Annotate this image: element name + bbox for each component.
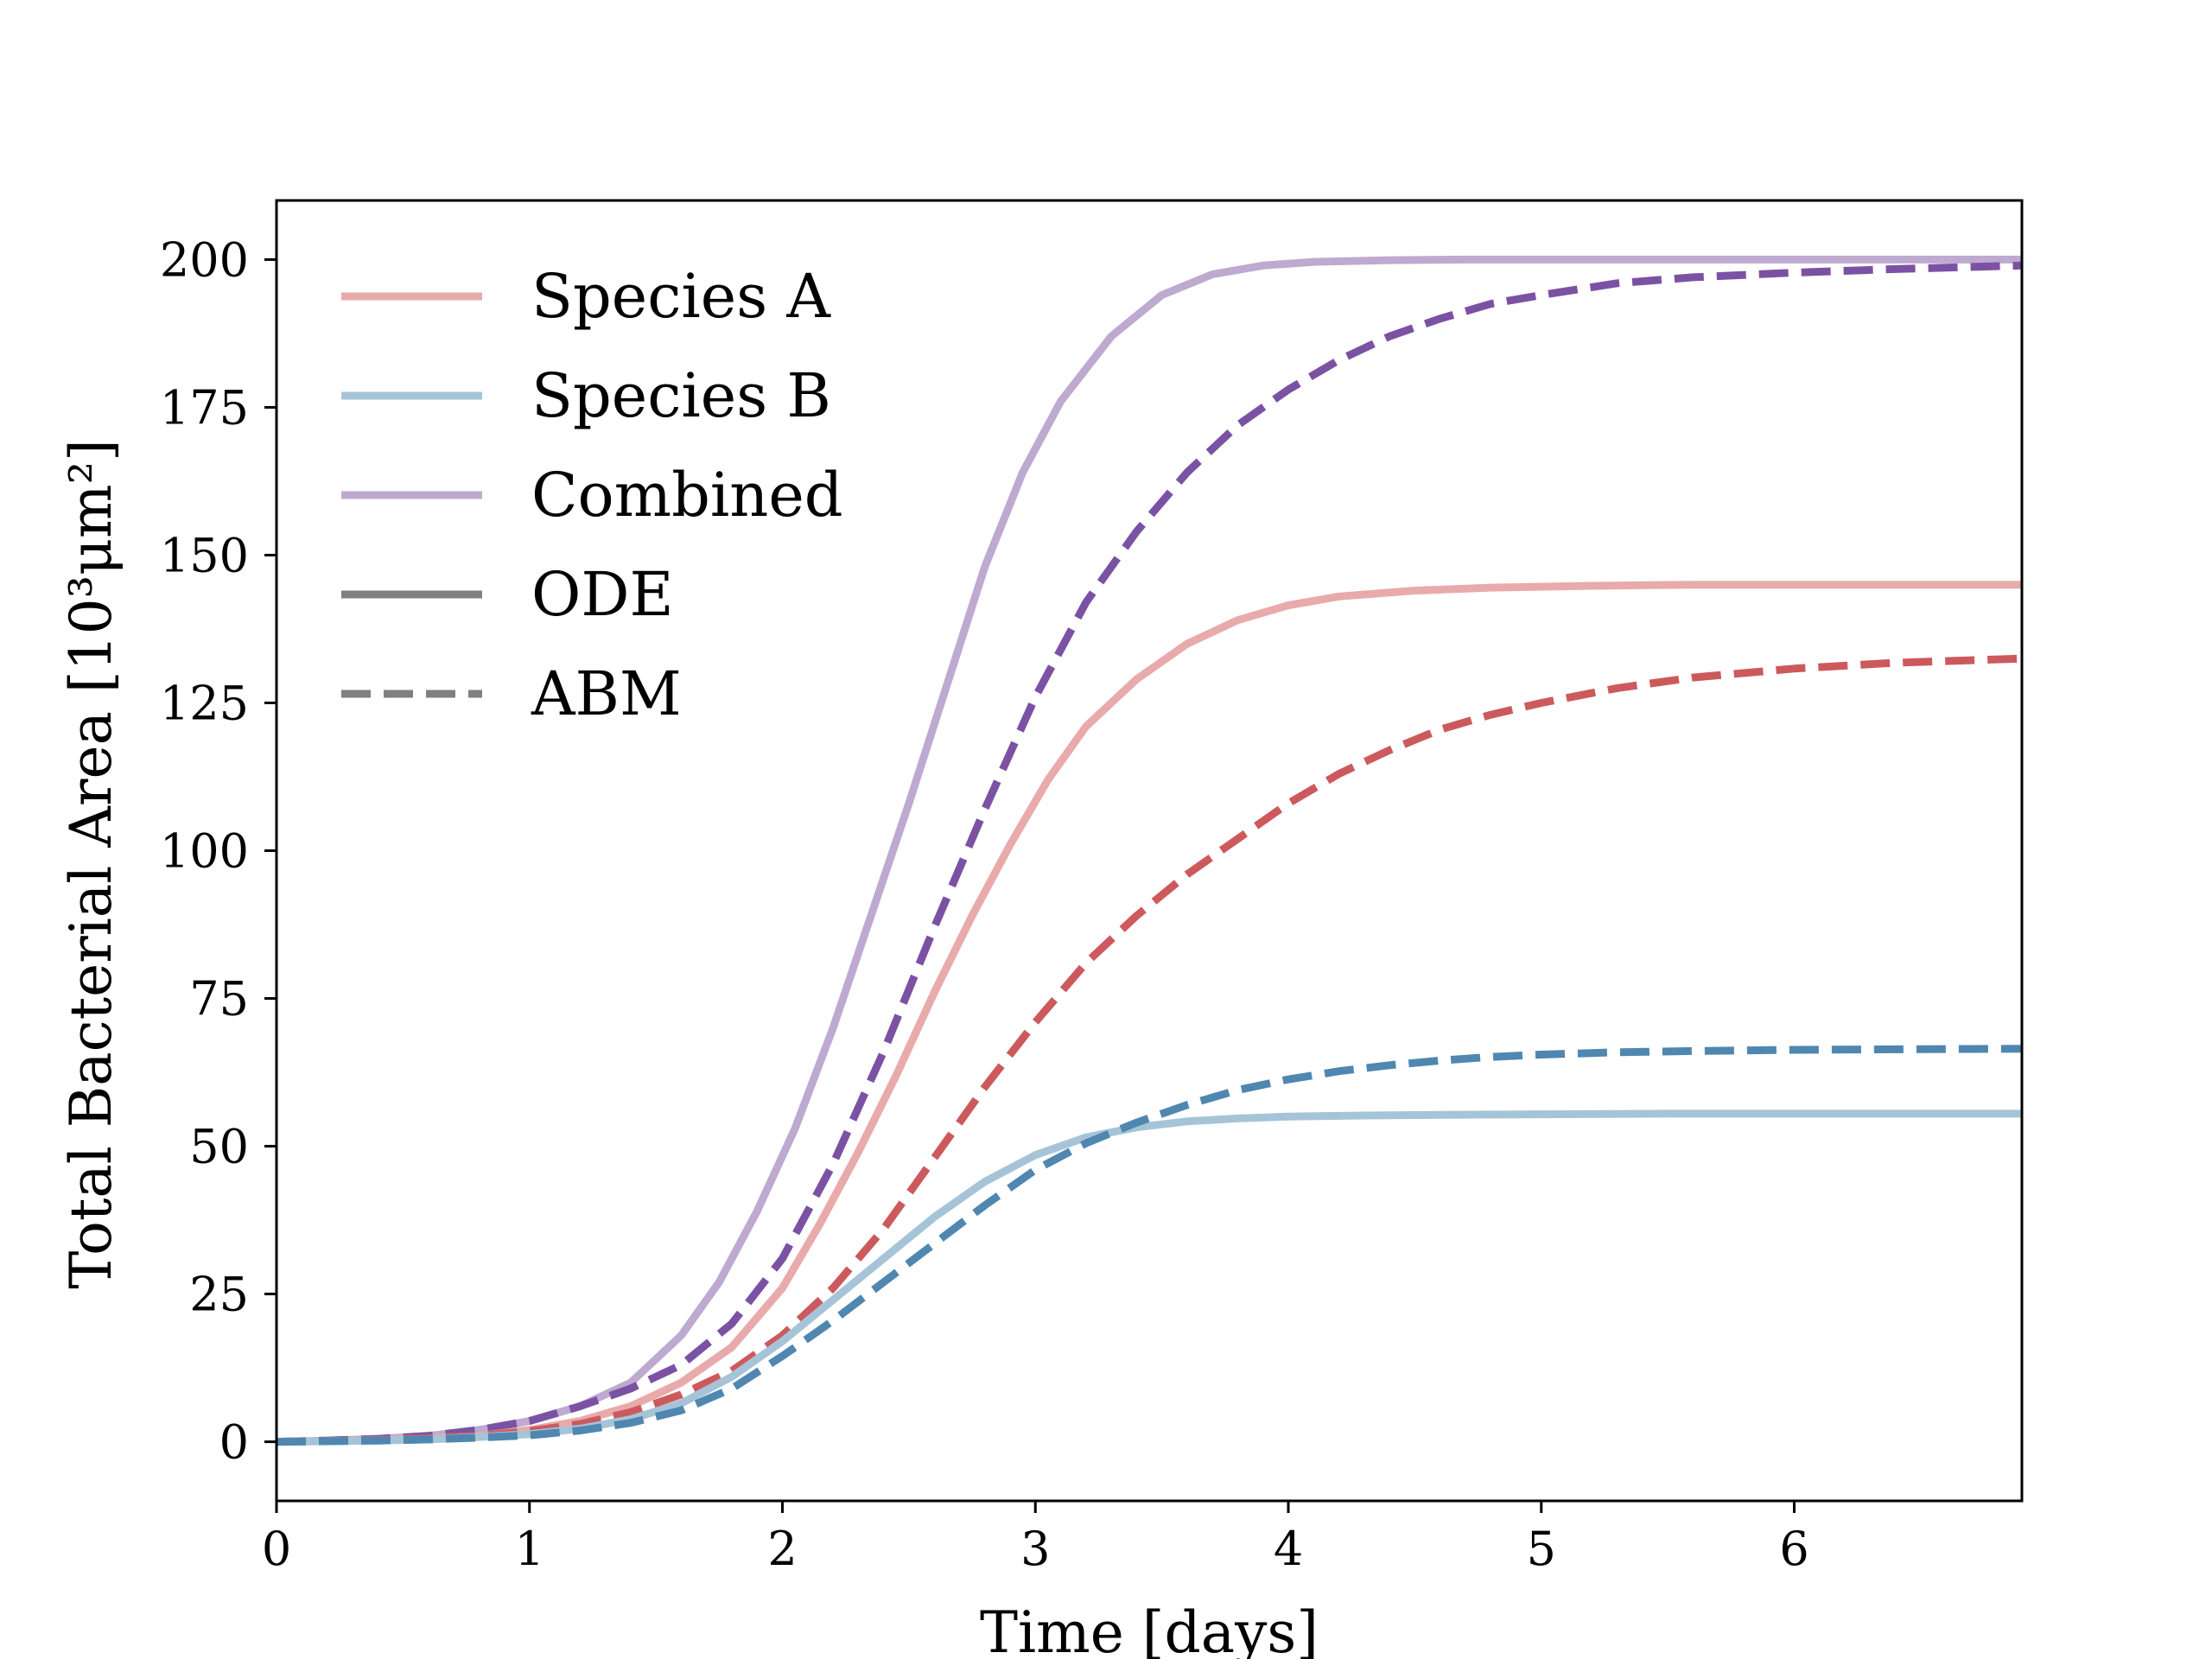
x-tick-label: 2 bbox=[767, 1522, 797, 1576]
y-tick-label: 25 bbox=[189, 1268, 249, 1322]
legend-label-abm: ABM bbox=[531, 658, 682, 729]
y-tick-label: 200 bbox=[160, 232, 249, 287]
y-tick-label: 75 bbox=[189, 972, 249, 1027]
x-tick-label: 1 bbox=[515, 1522, 544, 1576]
series-line-combined-ode bbox=[276, 255, 2022, 1446]
series-line-combined-abm bbox=[276, 261, 2022, 1446]
x-axis: 0 1 2 3 4 5 6 bbox=[262, 1501, 1809, 1576]
y-tick-label: 150 bbox=[160, 528, 249, 582]
y-axis-label: Total Bacterial Area [10³μm²] bbox=[58, 439, 124, 1289]
legend-label-ode: ODE bbox=[531, 559, 674, 630]
y-axis: 0 25 50 75 100 125 150 175 200 bbox=[160, 232, 276, 1470]
series-line-species-a-abm bbox=[276, 654, 2022, 1446]
legend: Species A Species B Combined ODE ABM bbox=[341, 261, 843, 729]
y-tick-label: 50 bbox=[189, 1120, 249, 1174]
legend-label-species-b: Species B bbox=[531, 360, 831, 431]
plot-area bbox=[276, 200, 2022, 1501]
x-tick-label: 3 bbox=[1020, 1522, 1050, 1576]
legend-label-combined: Combined bbox=[531, 460, 843, 531]
x-tick-label: 0 bbox=[262, 1522, 291, 1576]
series-line-species-b-abm bbox=[276, 1045, 2022, 1446]
y-tick-label: 175 bbox=[160, 380, 249, 435]
x-tick-label: 4 bbox=[1274, 1522, 1303, 1576]
y-tick-label: 0 bbox=[219, 1415, 249, 1470]
legend-label-species-a: Species A bbox=[531, 261, 831, 332]
y-tick-label: 125 bbox=[160, 676, 249, 730]
y-tick-label: 100 bbox=[160, 824, 249, 879]
series-layer bbox=[276, 255, 2022, 1446]
x-tick-label: 6 bbox=[1779, 1522, 1808, 1576]
x-tick-label: 5 bbox=[1527, 1522, 1556, 1576]
x-axis-label: Time [days] bbox=[980, 1599, 1319, 1659]
